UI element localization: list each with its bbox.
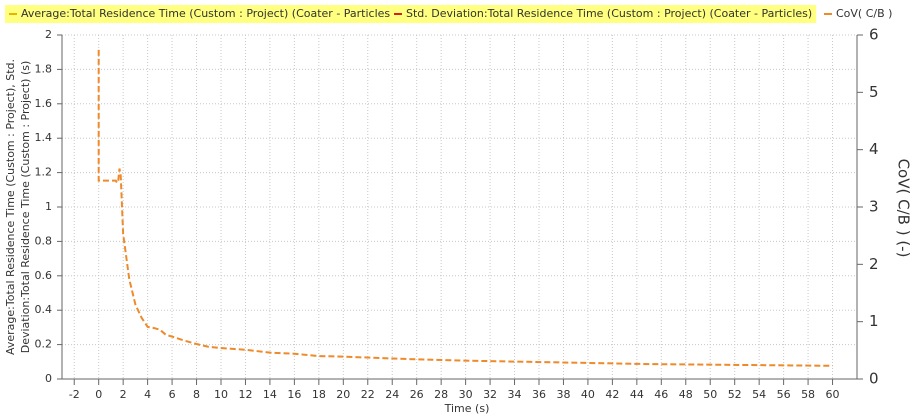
legend-label: Std. Deviation:Total Residence Time (Cus… — [406, 7, 812, 20]
x-tick-label: 16 — [287, 388, 301, 401]
y-tick-label: 2 — [45, 28, 52, 41]
y-tick-label: 1 — [45, 200, 52, 213]
legend-label: Average:Total Residence Time (Custom : P… — [21, 7, 394, 20]
x-tick-label: 24 — [385, 388, 399, 401]
x-tick-label: 22 — [361, 388, 375, 401]
x-tick-label: -2 — [69, 388, 80, 401]
y2-axis-label: CoV( C/B ) (-) — [895, 159, 913, 258]
y2-tick-label: 6 — [869, 26, 879, 44]
y-tick-label: 1.2 — [35, 166, 53, 179]
y-tick-label: 0.6 — [35, 269, 53, 282]
x-tick-label: 18 — [312, 388, 326, 401]
y-tick-label: 0.8 — [35, 234, 53, 247]
legend-highlight — [5, 5, 399, 23]
x-tick-label: 12 — [238, 388, 252, 401]
x-tick-label: 56 — [777, 388, 791, 401]
x-tick-label: 0 — [95, 388, 102, 401]
x-tick-label: 28 — [434, 388, 448, 401]
data-line — [97, 49, 833, 367]
x-tick-label: 40 — [581, 388, 595, 401]
y2-tick-label: 5 — [869, 83, 879, 101]
y-tick-label: 0.4 — [35, 303, 53, 316]
x-tick-label: 26 — [410, 388, 424, 401]
x-tick-label: 38 — [556, 388, 570, 401]
x-tick-label: 48 — [679, 388, 693, 401]
x-tick-label: 10 — [214, 388, 228, 401]
x-tick-label: 8 — [193, 388, 200, 401]
x-tick-label: 58 — [801, 388, 815, 401]
y-tick-label: 1.8 — [35, 62, 53, 75]
y2-tick-label: 1 — [869, 312, 879, 330]
x-tick-label: 36 — [532, 388, 546, 401]
x-tick-label: 52 — [728, 388, 742, 401]
y-tick-label: 0 — [45, 372, 52, 385]
y2-tick-label: 4 — [869, 140, 879, 158]
x-tick-label: 6 — [169, 388, 176, 401]
x-axis-label: Time (s) — [444, 402, 490, 415]
y-tick-label: 0.2 — [35, 338, 53, 351]
x-tick-label: 2 — [120, 388, 127, 401]
x-tick-label: 14 — [263, 388, 277, 401]
y2-tick-label: 2 — [869, 255, 879, 273]
y-axis-label: Average:Total Residence Time (Custom : P… — [4, 59, 17, 355]
legend-label: CoV( C/B ) — [836, 7, 892, 20]
x-tick-label: 46 — [654, 388, 668, 401]
x-tick-label: 44 — [630, 388, 644, 401]
y-axis-label: Deviation:Total Residence Time (Custom :… — [19, 61, 32, 354]
x-tick-label: 42 — [605, 388, 619, 401]
x-tick-label: 30 — [459, 388, 473, 401]
x-tick-label: 60 — [826, 388, 840, 401]
legend-highlight — [390, 5, 817, 23]
y2-tick-label: 0 — [869, 370, 879, 388]
y-tick-label: 1.6 — [35, 97, 53, 110]
legend-item[interactable]: CoV( C/B ) — [824, 7, 892, 20]
x-tick-label: 32 — [483, 388, 497, 401]
y-tick-label: 1.4 — [35, 131, 53, 144]
legend-item[interactable]: Average:Total Residence Time (Custom : P… — [5, 5, 399, 23]
x-tick-label: 50 — [703, 388, 717, 401]
x-tick-label: 54 — [752, 388, 766, 401]
y2-tick-label: 3 — [869, 198, 879, 216]
x-tick-label: 4 — [144, 388, 151, 401]
x-tick-label: 20 — [336, 388, 350, 401]
legend-item[interactable]: Std. Deviation:Total Residence Time (Cus… — [390, 5, 817, 23]
x-tick-label: 34 — [508, 388, 522, 401]
